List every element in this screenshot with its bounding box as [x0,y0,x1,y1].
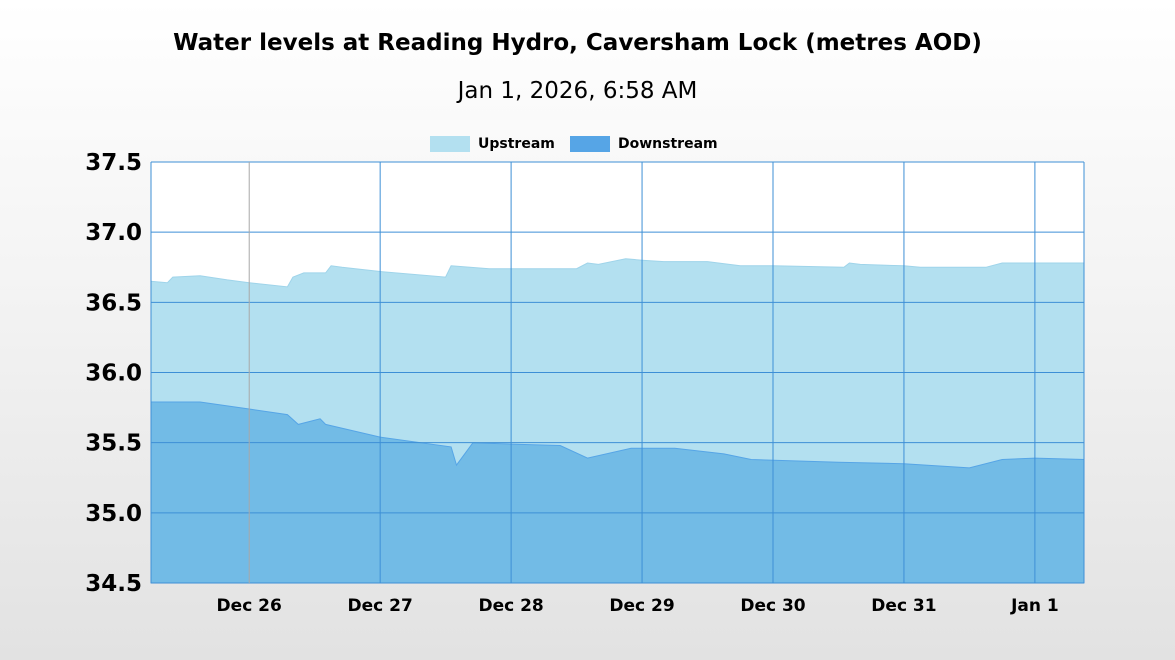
axis-layer: 37.5 37.0 36.5 36.0 35.5 35.0 34.5 Dec 26 Dec 27… [85,150,1058,616]
x-tick-label: Dec 26 [217,596,282,616]
legend-swatch-downstream[interactable] [570,136,610,152]
legend-swatch-upstream[interactable] [430,136,470,152]
legend-label-downstream[interactable]: Downstream [618,136,718,152]
chart-title: Water levels at Reading Hydro, Caversham… [173,30,982,56]
x-tick-label: Dec 30 [740,596,805,616]
x-tick-label: Dec 27 [348,596,413,616]
legend-label-upstream[interactable]: Upstream [478,136,555,152]
y-tick-label: 35.0 [85,501,142,527]
chart-subtitle: Jan 1, 2026, 6:58 AM [457,78,698,104]
x-tick-label: Dec 29 [609,596,674,616]
legend[interactable]: Upstream Downstream [430,136,718,152]
y-tick-label: 37.5 [85,150,142,176]
area-downstream [150,401,1085,584]
area-layer [150,258,1085,584]
x-tick-label: Dec 31 [871,596,936,616]
y-tick-label: 34.5 [85,571,142,597]
y-tick-label: 37.0 [85,220,142,246]
x-tick-label: Jan 1 [1010,596,1059,616]
y-tick-label: 35.5 [85,431,142,457]
grid-layer [150,161,1085,584]
x-tick-label: Dec 28 [478,596,543,616]
y-tick-label: 36.5 [85,290,142,316]
y-tick-label: 36.0 [85,361,142,387]
